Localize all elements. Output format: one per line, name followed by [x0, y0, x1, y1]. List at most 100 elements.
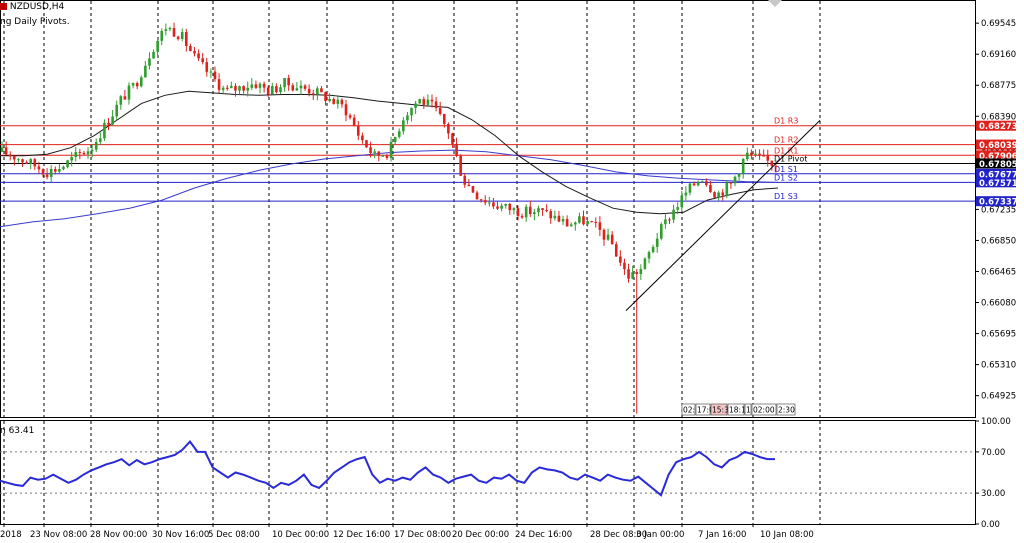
candle-body: [504, 203, 507, 206]
candle-body: [37, 166, 41, 170]
candle-body: [422, 99, 426, 105]
symbol-label: NZDUSD,H4: [9, 2, 65, 12]
candle-body: [119, 96, 123, 105]
candle-body: [516, 208, 520, 216]
rsi-tick-label: 30.00: [981, 489, 1005, 499]
candle-body: [467, 184, 471, 187]
candle-body: [152, 51, 155, 59]
session-box-label: 02:00: [753, 406, 775, 415]
candle-body: [74, 152, 78, 157]
candle-body: [225, 87, 229, 89]
session-box-label: 02:: [683, 406, 695, 415]
candle-body: [381, 155, 385, 157]
candle-body: [283, 77, 286, 88]
candle-body: [414, 103, 417, 108]
candle-body: [565, 219, 569, 227]
candle-body: [53, 168, 57, 172]
candle-body: [463, 175, 467, 185]
pivot-price-tag: [976, 158, 1016, 169]
candle-body: [557, 215, 561, 222]
candle-body: [528, 206, 532, 215]
candle-body: [25, 162, 28, 164]
pivot-price-tag: [976, 196, 1016, 207]
candle-body: [139, 77, 143, 87]
price-axis[interactable]: 0.695450.691600.687750.683900.680050.676…: [975, 19, 1016, 402]
pivot-price-tag: [976, 120, 1016, 131]
candle-body: [234, 85, 237, 91]
candle-body: [144, 65, 147, 78]
candle-body: [156, 40, 159, 52]
candle-body: [442, 113, 446, 124]
candle-body: [242, 86, 245, 91]
candle-body: [471, 186, 475, 193]
price-tick-label: 0.69545: [981, 19, 1016, 29]
candle-body: [696, 181, 700, 186]
trendline: [625, 119, 821, 311]
candle-body: [49, 168, 53, 177]
candle-body: [496, 206, 499, 209]
candle-body: [279, 87, 282, 93]
candle-body: [402, 120, 405, 132]
pivot-label: D1 S2: [774, 173, 798, 182]
time-tick-label: 30 Nov 16:00: [152, 530, 209, 540]
candle-body: [619, 256, 622, 263]
rsi-polyline: [0, 440, 775, 497]
candle-body: [193, 50, 196, 54]
candle-body: [373, 151, 376, 153]
candle-body: [774, 165, 778, 167]
candle-body: [582, 216, 585, 225]
candle-body: [508, 203, 512, 211]
candle-body: [254, 84, 258, 88]
candle-body: [488, 202, 491, 204]
candle-body: [418, 99, 422, 104]
session-box-label: 1: [746, 406, 751, 415]
candle-body: [729, 182, 733, 184]
candle-body: [230, 85, 233, 89]
candle-body: [459, 155, 462, 176]
candle-body: [316, 88, 319, 95]
candle-body: [148, 58, 151, 66]
candle-body: [610, 234, 614, 245]
candle-body: [127, 85, 131, 100]
candle-body: [262, 83, 266, 88]
candle-body: [266, 87, 270, 95]
session-box-label: 15:30: [712, 406, 734, 415]
pivot-price-tag-label: 0.67906: [979, 152, 1018, 162]
candle-body: [103, 122, 106, 139]
candle-body: [758, 153, 761, 156]
candle-body: [348, 115, 352, 118]
pivot-price-tag-label: 0.67571: [979, 179, 1018, 189]
candle-body: [168, 28, 172, 30]
price-tick-label: 0.68390: [981, 112, 1016, 122]
trendline-line: [625, 119, 821, 311]
candle-body: [512, 208, 516, 211]
candle-body: [668, 219, 671, 221]
candle-body: [725, 182, 729, 196]
rsi-axis: 100.00 70.00 30.00 0.00: [975, 417, 1011, 530]
price-tick-label: 0.66850: [981, 236, 1016, 246]
time-tick-label: 28 Nov 00:00: [90, 530, 147, 540]
candle-body: [606, 234, 610, 240]
candle-body: [324, 92, 327, 102]
time-axis[interactable]: 2018 23 Nov 08:00 28 Nov 00:00 30 Nov 16:00…: [0, 524, 814, 540]
candle-body: [78, 152, 82, 154]
candle-body: [164, 29, 168, 31]
candle-body: [672, 209, 675, 220]
candle-body: [737, 173, 741, 177]
price-tick-label: 0.68775: [981, 81, 1016, 91]
pivot-price-tag: [976, 168, 1016, 179]
candle-body: [750, 152, 753, 155]
candle-body: [590, 221, 593, 223]
candle-body: [185, 32, 188, 47]
candle-body: [594, 221, 598, 223]
price-tick-label: 0.64925: [981, 392, 1016, 402]
rsi-panel: 100.00 70.00 30.00 0.00: [0, 417, 1011, 530]
candle-body: [131, 83, 135, 86]
candle-body: [561, 219, 565, 222]
candle-body: [655, 238, 659, 247]
candle-body: [287, 77, 290, 86]
scroll-marker-icon[interactable]: [768, 0, 782, 7]
